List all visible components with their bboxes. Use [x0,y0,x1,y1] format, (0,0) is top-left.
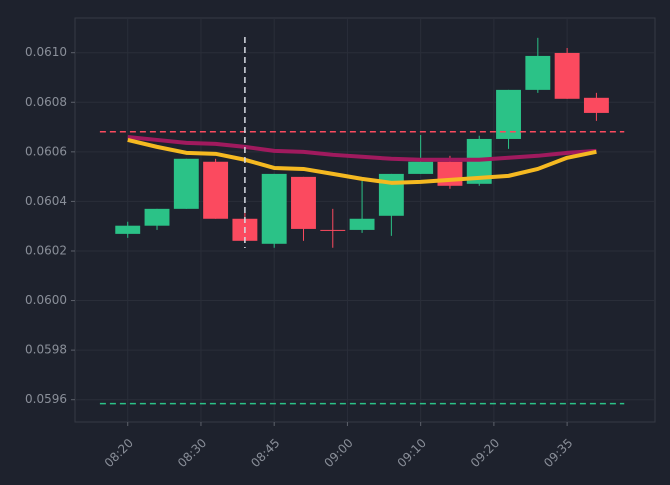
candle-body [115,225,141,234]
x-tick-label: 08:20 [102,436,136,470]
x-tick-label: 09:35 [541,436,575,470]
x-tick-label: 08:45 [248,436,282,470]
candle-body [349,218,375,230]
candle-body [320,229,346,231]
y-tick-label: 0.0602 [25,243,67,257]
x-tick-label: 08:30 [175,436,209,470]
candle-body [203,161,229,219]
candle-body [525,55,551,90]
candle-body [496,89,521,139]
candle-body [173,158,199,209]
x-tick-label: 09:00 [321,436,355,470]
candle-body [408,161,434,174]
y-tick-label: 0.0598 [25,343,67,357]
y-tick-label: 0.0600 [25,293,67,307]
moving-average-line [127,134,597,162]
candle-body [291,176,316,229]
y-tick-label: 0.0610 [25,45,67,59]
plot-frame [74,17,656,423]
y-tick-label: 0.0608 [25,95,67,109]
x-tick-label: 09:10 [395,436,429,470]
candle-body [554,52,580,99]
x-tick-label: 09:20 [468,436,502,470]
candle-body [144,208,170,226]
y-tick-label: 0.0596 [25,392,67,406]
y-tick-label: 0.0604 [25,194,67,208]
candle-body [583,97,609,113]
y-tick-label: 0.0606 [25,144,67,158]
moving-average-line [127,137,597,185]
candle-body [261,173,287,244]
